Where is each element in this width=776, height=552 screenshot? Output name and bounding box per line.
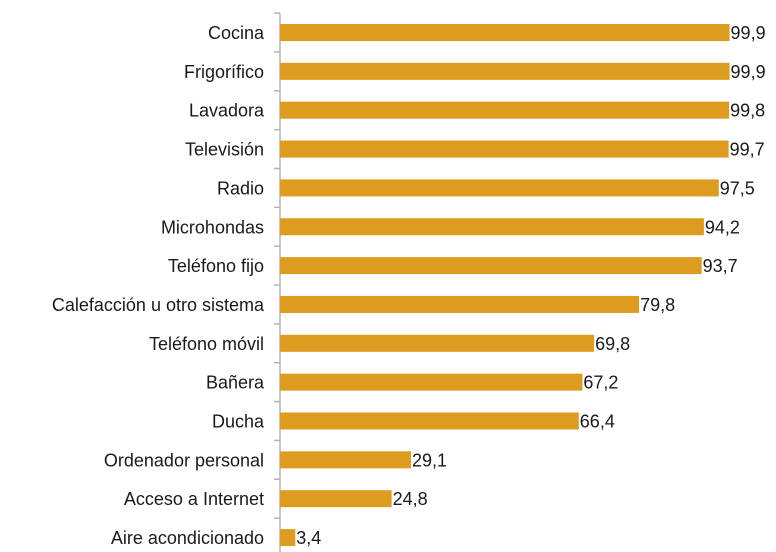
bars <box>280 24 730 547</box>
data-label: 99,8 <box>730 101 765 121</box>
bar <box>280 24 730 41</box>
bar <box>280 451 411 469</box>
bar <box>280 257 702 275</box>
data-label: 94,2 <box>705 217 740 237</box>
data-label: 93,7 <box>703 256 738 276</box>
data-label: 69,8 <box>595 334 630 354</box>
bar <box>280 140 729 158</box>
bar <box>280 62 730 80</box>
category-label: Teléfono móvil <box>149 334 264 354</box>
bar <box>280 490 392 508</box>
bar <box>280 101 730 119</box>
bar <box>280 295 640 313</box>
bar <box>280 412 579 430</box>
data-label: 79,8 <box>640 295 675 315</box>
category-label: Ducha <box>212 412 265 432</box>
data-label: 66,4 <box>580 412 615 432</box>
category-label: Microhondas <box>161 217 264 237</box>
category-label: Frigorífico <box>184 62 264 82</box>
category-label: Acceso a Internet <box>124 489 264 509</box>
category-labels: Cocina Frigorífico Lavadora Televisión Radio… <box>52 23 265 548</box>
bar <box>280 373 583 391</box>
data-label: 24,8 <box>393 489 428 509</box>
data-label: 29,1 <box>412 450 447 470</box>
category-label: Televisión <box>185 140 264 160</box>
category-label: Aire acondicionado <box>111 528 264 548</box>
category-label: Lavadora <box>189 101 265 121</box>
category-axis <box>274 12 281 552</box>
category-label: Bañera <box>206 373 265 393</box>
category-label: Ordenador personal <box>104 450 264 470</box>
bar <box>280 218 704 236</box>
value-labels: 99,9 99,9 99,8 99,7 97,5 94,2 93,7 79,8 69,8 67,2… <box>296 23 765 548</box>
data-label: 3,4 <box>296 528 321 548</box>
category-label: Cocina <box>208 23 265 43</box>
category-label: Calefacción u otro sistema <box>52 295 265 315</box>
category-label: Teléfono fijo <box>168 256 264 276</box>
category-label: Radio <box>217 178 264 198</box>
data-label: 67,2 <box>583 373 618 393</box>
data-label: 99,7 <box>730 140 765 160</box>
data-label: 99,9 <box>731 62 766 82</box>
bar <box>280 334 595 352</box>
bar <box>280 529 296 547</box>
bar <box>280 179 719 197</box>
data-label: 99,9 <box>731 23 766 43</box>
data-label: 97,5 <box>720 178 755 198</box>
